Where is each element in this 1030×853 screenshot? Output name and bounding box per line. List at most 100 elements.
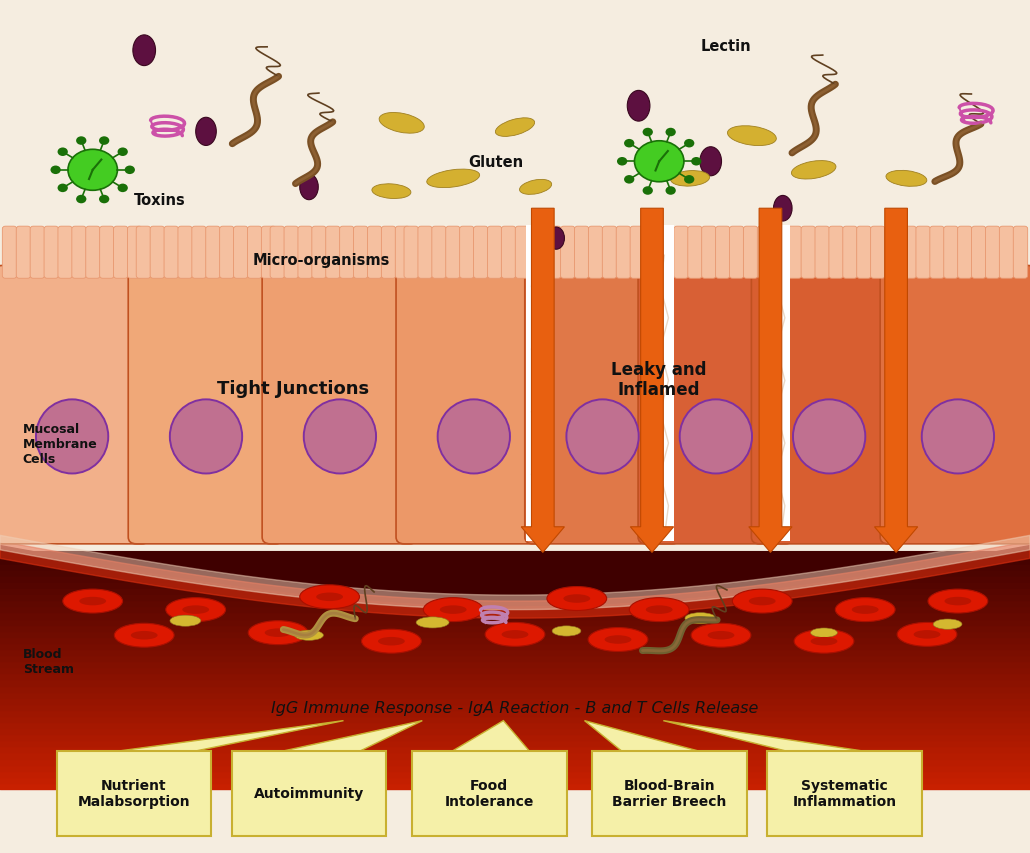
FancyBboxPatch shape xyxy=(744,227,758,279)
FancyBboxPatch shape xyxy=(958,227,972,279)
FancyBboxPatch shape xyxy=(262,227,276,279)
Text: Mucosal
Membrane
Cells: Mucosal Membrane Cells xyxy=(23,422,98,465)
FancyBboxPatch shape xyxy=(547,227,561,279)
Ellipse shape xyxy=(379,113,424,134)
Ellipse shape xyxy=(316,593,343,601)
Polygon shape xyxy=(266,721,422,755)
Ellipse shape xyxy=(63,589,123,613)
FancyBboxPatch shape xyxy=(16,227,31,279)
Ellipse shape xyxy=(691,624,751,647)
Text: Gluten: Gluten xyxy=(469,154,524,170)
FancyBboxPatch shape xyxy=(30,227,44,279)
FancyBboxPatch shape xyxy=(446,227,460,279)
FancyBboxPatch shape xyxy=(247,227,262,279)
Text: Leaky and
Inflamed: Leaky and Inflamed xyxy=(612,360,707,399)
Circle shape xyxy=(643,129,653,137)
FancyBboxPatch shape xyxy=(524,266,680,544)
Text: Nutrient
Malabsorption: Nutrient Malabsorption xyxy=(77,778,191,809)
FancyBboxPatch shape xyxy=(575,227,589,279)
FancyBboxPatch shape xyxy=(396,227,410,279)
Circle shape xyxy=(665,187,676,195)
FancyBboxPatch shape xyxy=(774,227,788,279)
FancyBboxPatch shape xyxy=(234,227,248,279)
Ellipse shape xyxy=(196,118,216,147)
FancyBboxPatch shape xyxy=(232,751,386,836)
Ellipse shape xyxy=(566,400,639,474)
Ellipse shape xyxy=(519,180,552,195)
Text: Systematic
Inflammation: Systematic Inflammation xyxy=(792,778,897,809)
FancyBboxPatch shape xyxy=(529,227,544,279)
FancyBboxPatch shape xyxy=(638,266,793,544)
Ellipse shape xyxy=(248,621,308,645)
FancyBboxPatch shape xyxy=(164,227,178,279)
Ellipse shape xyxy=(646,606,673,614)
Ellipse shape xyxy=(671,171,710,187)
FancyBboxPatch shape xyxy=(757,227,771,279)
FancyBboxPatch shape xyxy=(178,227,193,279)
FancyBboxPatch shape xyxy=(885,227,899,279)
Ellipse shape xyxy=(265,629,291,637)
Ellipse shape xyxy=(680,400,752,474)
FancyBboxPatch shape xyxy=(487,227,502,279)
Ellipse shape xyxy=(362,630,421,653)
FancyBboxPatch shape xyxy=(412,751,566,836)
FancyArrow shape xyxy=(874,209,918,553)
Ellipse shape xyxy=(372,184,411,200)
FancyBboxPatch shape xyxy=(270,227,284,279)
Circle shape xyxy=(684,140,694,148)
Ellipse shape xyxy=(708,631,734,640)
FancyBboxPatch shape xyxy=(85,227,100,279)
FancyBboxPatch shape xyxy=(930,227,945,279)
FancyBboxPatch shape xyxy=(646,227,660,279)
FancyBboxPatch shape xyxy=(701,227,716,279)
FancyBboxPatch shape xyxy=(418,227,433,279)
FancyBboxPatch shape xyxy=(943,227,958,279)
FancyBboxPatch shape xyxy=(58,227,72,279)
Ellipse shape xyxy=(423,598,483,622)
FancyBboxPatch shape xyxy=(72,227,87,279)
Circle shape xyxy=(58,148,68,157)
FancyBboxPatch shape xyxy=(100,227,114,279)
FancyBboxPatch shape xyxy=(560,227,575,279)
FancyBboxPatch shape xyxy=(404,227,418,279)
Text: Micro-organisms: Micro-organisms xyxy=(252,252,389,268)
Polygon shape xyxy=(585,721,713,755)
Ellipse shape xyxy=(588,628,648,652)
Ellipse shape xyxy=(440,606,467,614)
FancyBboxPatch shape xyxy=(128,227,142,279)
Polygon shape xyxy=(446,721,533,755)
FancyBboxPatch shape xyxy=(916,227,930,279)
Ellipse shape xyxy=(933,619,962,630)
Circle shape xyxy=(624,176,634,184)
FancyBboxPatch shape xyxy=(801,227,816,279)
Ellipse shape xyxy=(170,616,201,626)
Ellipse shape xyxy=(485,623,545,647)
FancyBboxPatch shape xyxy=(396,266,552,544)
FancyBboxPatch shape xyxy=(381,227,396,279)
Ellipse shape xyxy=(300,585,359,609)
Text: Autoimmunity: Autoimmunity xyxy=(253,786,365,800)
Ellipse shape xyxy=(426,170,480,189)
FancyBboxPatch shape xyxy=(206,227,220,279)
FancyBboxPatch shape xyxy=(113,227,128,279)
Ellipse shape xyxy=(732,589,792,613)
Ellipse shape xyxy=(114,624,174,647)
FancyBboxPatch shape xyxy=(857,227,871,279)
Ellipse shape xyxy=(945,597,971,606)
Ellipse shape xyxy=(811,628,837,638)
FancyBboxPatch shape xyxy=(150,227,165,279)
FancyBboxPatch shape xyxy=(999,227,1014,279)
Ellipse shape xyxy=(605,635,631,644)
Ellipse shape xyxy=(811,637,837,646)
FancyBboxPatch shape xyxy=(474,227,488,279)
Ellipse shape xyxy=(897,623,957,647)
FancyBboxPatch shape xyxy=(262,266,418,544)
Circle shape xyxy=(50,166,61,175)
FancyBboxPatch shape xyxy=(658,227,673,279)
Ellipse shape xyxy=(791,161,836,180)
FancyBboxPatch shape xyxy=(588,227,603,279)
Circle shape xyxy=(643,187,653,195)
Ellipse shape xyxy=(793,400,865,474)
Circle shape xyxy=(634,142,684,183)
FancyBboxPatch shape xyxy=(660,227,675,279)
